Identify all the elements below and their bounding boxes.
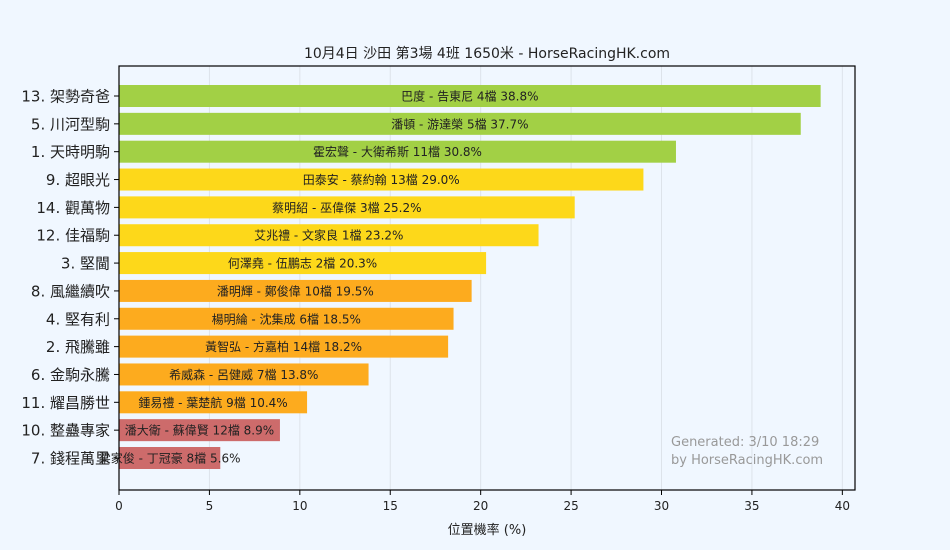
bar [119,307,454,330]
chart-title: 10月4日 沙田 第3場 4班 1650米 - HorseRacingHK.co… [304,45,670,62]
bar-data-label: 潘頓 - 游達榮 5檔 37.7% [391,117,528,131]
x-tick-label: 10 [292,499,307,513]
y-tick-label: 3. 堅閫 [61,255,110,273]
bar [119,168,644,191]
bar [119,224,539,247]
bar [119,279,472,302]
x-axis-label: 位置機率 (%) [448,522,527,538]
bar-data-label: 鍾易禮 - 葉楚航 9檔 10.4% [138,395,287,410]
x-tick-label: 40 [835,499,850,513]
y-tick-label: 8. 風繼續吹 [31,282,110,300]
x-tick-label: 5 [206,499,214,513]
y-tick-label: 1. 天時明駒 [31,143,110,161]
bar [119,252,487,275]
watermark-line-2: by HorseRacingHK.com [671,453,823,468]
watermark-line-1: Generated: 3/10 18:29 [671,435,819,450]
bar [119,85,821,107]
y-tick-label: 7. 錢程萬里 [31,450,110,468]
y-tick-label: 11. 耀昌勝世 [21,394,110,412]
x-tick-label: 30 [654,499,669,513]
plot-frame [118,65,856,491]
bar-data-label: 楊明綸 - 沈集成 6檔 18.5% [212,311,361,326]
y-tick-label: 14. 觀萬物 [36,199,110,217]
y-tick-label: 10. 整蠱專家 [21,422,110,440]
bar [119,391,308,414]
bar [119,419,280,442]
bar-data-label: 巴度 - 告東尼 4檔 38.8% [401,89,538,104]
y-tick-label: 2. 飛騰雖 [46,338,110,356]
y-tick-label: 12. 佳福駒 [36,227,110,245]
x-tick-label: 20 [473,499,488,513]
bar-data-label: 蔡明紹 - 巫偉傑 3檔 25.2% [272,201,421,215]
bar [119,447,221,469]
bar-data-label: 黃智弘 - 方嘉柏 14檔 18.2% [205,339,362,354]
y-tick-label: 4. 堅有利 [46,310,110,328]
bar [119,363,369,386]
y-tick-label: 6. 金駒永騰 [31,366,110,384]
y-tick-label: 13. 架勢奇爸 [21,88,110,106]
bar-data-label: 艾兆禮 - 文家良 1檔 23.2% [254,228,403,243]
bar-data-label: 潘大衛 - 蘇偉賢 12檔 8.9% [125,424,274,438]
y-tick-label: 5. 川河型駒 [31,115,110,133]
bar-data-label: 潘明輝 - 鄭俊偉 10檔 19.5% [217,283,374,298]
bar-data-label: 何澤堯 - 伍鵬志 2檔 20.3% [228,257,377,271]
bar [119,112,801,135]
bar-data-label: 田泰安 - 蔡約翰 13檔 29.0% [303,172,460,187]
bar-data-label: 希威森 - 呂健威 7檔 13.8% [169,367,318,382]
x-tick-label: 15 [383,499,398,513]
bar [119,335,449,358]
bar-data-label: 霍宏聲 - 大衛希斯 11檔 30.8% [313,144,482,159]
bar [119,140,676,163]
x-tick-label: 25 [563,499,578,513]
x-tick-label: 35 [744,499,759,513]
y-tick-label: 9. 超眼光 [46,171,110,189]
bar-data-label: 梁家俊 - 丁冠豪 8檔 5.6% [99,451,241,466]
x-tick-label: 0 [115,499,123,513]
bar [119,196,575,219]
